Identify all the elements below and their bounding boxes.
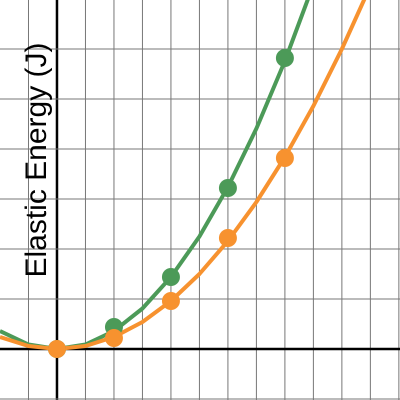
plot-area [0,0,367,358]
data-point [275,149,294,167]
data-point [218,179,237,197]
data-point [104,329,123,347]
y-axis-label: Elastic Energy (J) [20,42,53,277]
data-point [218,229,237,247]
data-point [47,340,66,358]
fit-curve [0,0,367,351]
data-point [161,292,180,310]
data-point [161,268,180,286]
data-point [275,49,294,67]
